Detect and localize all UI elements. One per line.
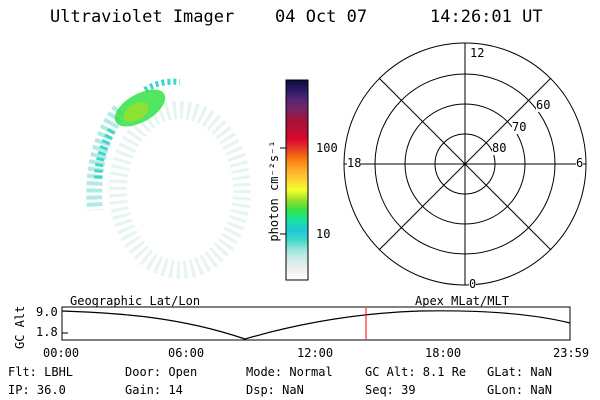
status-filter: Flt: LBHL (8, 365, 74, 379)
status-ip: IP: 36.0 (8, 383, 66, 397)
status-gain: Gain: 14 (125, 383, 183, 397)
status-door: Door: Open (125, 365, 198, 379)
polar-grid (343, 42, 587, 286)
status-seq: Seq: 39 (365, 383, 416, 397)
timeline-x-tick-4: 23:59 (553, 346, 590, 360)
timeline-x-tick-3: 18:00 (425, 346, 462, 360)
polar-label-18: 18 (347, 156, 362, 170)
polar-diagonal-2 (378, 77, 552, 251)
polar-label-60: 60 (536, 98, 551, 112)
polar-label-0: 0 (469, 277, 477, 291)
colorbar-tick-label-100: 100 (316, 141, 338, 155)
auroral-bright-spot (114, 89, 166, 127)
instrument-title: Ultraviolet Imager (50, 7, 235, 27)
timeline-x-tick-1: 06:00 (168, 346, 205, 360)
observation-time: 14:26:01 UT (430, 7, 543, 27)
timeline-right-caption: Apex MLat/MLT (415, 294, 509, 308)
timeline-x-tick-0: 00:00 (43, 346, 80, 360)
polar-label-80: 80 (492, 141, 507, 155)
colorbar-unit-label: photon cm⁻²s⁻¹ (267, 140, 281, 242)
status-glat: GLat: NaN (487, 365, 553, 379)
status-glon: GLon: NaN (487, 383, 553, 397)
polar-label-12: 12 (470, 46, 485, 60)
timeline-y-label: GC Alt (13, 305, 27, 349)
status-mode: Mode: Normal (246, 365, 333, 379)
auroral-oval-faint (109, 101, 251, 279)
status-dsp: Dsp: NaN (246, 383, 304, 397)
altitude-plot-ticks (62, 310, 68, 334)
timeline-y-tick-high: 9.0 (36, 305, 58, 319)
timeline-x-tick-2: 12:00 (297, 346, 334, 360)
colorbar-gradient (285, 79, 309, 281)
timeline-left-caption: Geographic Lat/Lon (70, 294, 201, 308)
timeline-y-tick-low: 1.8 (36, 325, 58, 339)
auroral-arc-cyan (86, 78, 181, 211)
colorbar-tick-label-10: 10 (316, 227, 331, 241)
altitude-curve (61, 310, 571, 340)
altitude-plot (61, 306, 571, 341)
auroral-image (86, 78, 251, 279)
colorbar (280, 79, 309, 281)
altitude-plot-frame (61, 306, 571, 341)
status-gc-alt: GC Alt: 8.1 Re (365, 365, 467, 379)
observation-date: 04 Oct 07 (275, 7, 368, 27)
polar-label-70: 70 (512, 120, 527, 134)
polar-label-6: 6 (576, 156, 584, 170)
